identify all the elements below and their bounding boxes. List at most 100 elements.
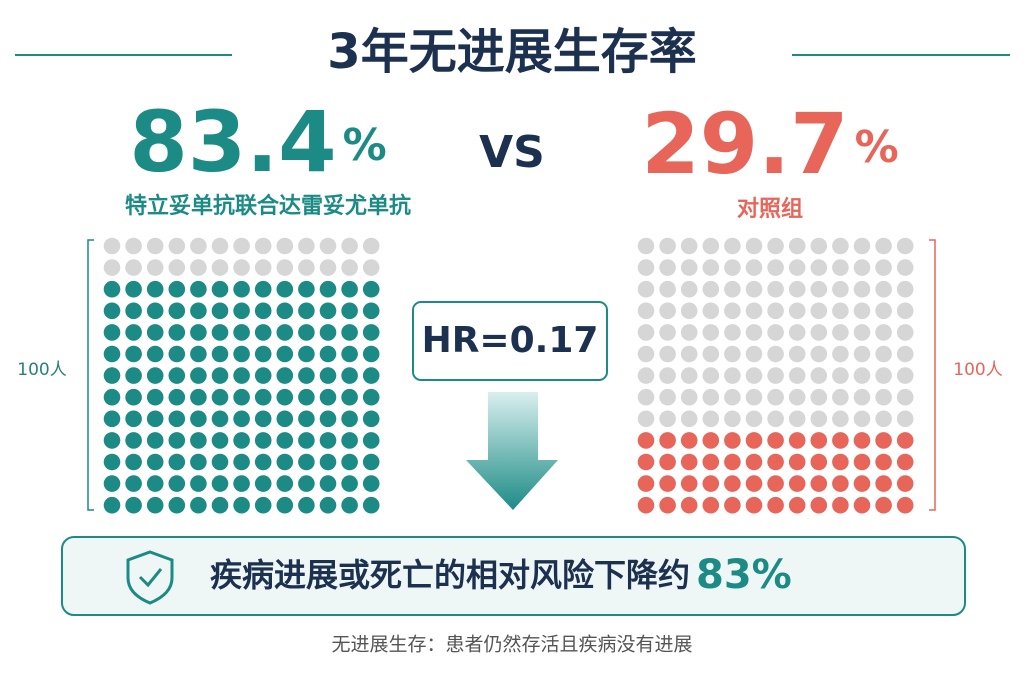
dot — [659, 259, 676, 276]
dot — [832, 410, 849, 428]
dot — [146, 302, 164, 320]
dot — [276, 496, 294, 514]
dot — [211, 388, 229, 406]
dot — [103, 475, 121, 492]
dot — [146, 280, 164, 298]
dot — [146, 345, 164, 363]
dot — [254, 453, 272, 471]
dot — [875, 259, 892, 276]
dot — [745, 496, 763, 514]
dot — [103, 388, 121, 406]
dot — [254, 388, 272, 406]
dot — [659, 345, 676, 363]
dot — [875, 496, 892, 514]
dot — [724, 345, 741, 363]
dot — [276, 259, 294, 276]
dot — [190, 410, 207, 428]
dot — [254, 475, 272, 492]
dot — [767, 410, 784, 428]
dot — [637, 345, 655, 363]
dot — [298, 496, 315, 514]
dot — [810, 302, 828, 320]
dot — [637, 475, 655, 492]
dot — [319, 453, 337, 471]
dot — [832, 302, 849, 320]
dot — [362, 367, 380, 384]
dot — [767, 237, 784, 255]
dot — [125, 475, 142, 492]
dot — [810, 388, 828, 406]
dot — [659, 388, 676, 406]
dot — [298, 432, 315, 449]
dot — [832, 259, 849, 276]
dot — [298, 410, 315, 428]
dot — [788, 453, 806, 471]
dot — [254, 432, 272, 449]
dot — [168, 302, 186, 320]
footnote: 无进展生存：患者仍然存活且疾病没有进展 — [331, 634, 692, 656]
dot — [362, 453, 380, 471]
dot — [788, 388, 806, 406]
dot — [875, 345, 892, 363]
dot — [637, 302, 655, 320]
dot — [745, 432, 763, 449]
dot — [832, 324, 849, 341]
dot — [168, 367, 186, 384]
dot — [853, 432, 871, 449]
dot — [319, 475, 337, 492]
dot — [319, 302, 337, 320]
dot — [341, 432, 358, 449]
dot — [702, 237, 720, 255]
dot — [637, 324, 655, 341]
dot — [832, 432, 849, 449]
dot — [724, 237, 741, 255]
dot — [103, 496, 121, 514]
dot — [190, 345, 207, 363]
dot — [168, 410, 186, 428]
dot — [276, 475, 294, 492]
dot — [680, 475, 698, 492]
dot — [767, 475, 784, 492]
dot — [211, 367, 229, 384]
dot — [788, 432, 806, 449]
dot — [341, 259, 358, 276]
dot — [788, 302, 806, 320]
dot — [745, 367, 763, 384]
dot — [125, 388, 142, 406]
dot — [875, 432, 892, 449]
dot — [875, 324, 892, 341]
dot — [254, 345, 272, 363]
dot — [853, 302, 871, 320]
dot — [724, 410, 741, 428]
dot — [896, 237, 914, 255]
dot — [211, 432, 229, 449]
dot — [745, 259, 763, 276]
dot — [254, 259, 272, 276]
dot — [211, 345, 229, 363]
dot — [745, 237, 763, 255]
treatment-name: 特立妥单抗联合达雷妥尤单抗 — [125, 193, 411, 219]
dot — [680, 432, 698, 449]
dot — [680, 324, 698, 341]
dot — [168, 388, 186, 406]
dot — [896, 453, 914, 471]
dot — [168, 259, 186, 276]
dot — [875, 302, 892, 320]
dot — [168, 237, 186, 255]
dot — [319, 410, 337, 428]
dot — [702, 432, 720, 449]
dot — [168, 324, 186, 341]
dot — [362, 237, 380, 255]
dot — [319, 259, 337, 276]
dot — [853, 453, 871, 471]
dot — [853, 388, 871, 406]
dot — [637, 237, 655, 255]
dot — [637, 432, 655, 449]
rate-unit: % — [855, 122, 899, 173]
dot — [254, 367, 272, 384]
dot — [875, 280, 892, 298]
down-arrow — [466, 392, 558, 510]
dot — [362, 324, 380, 341]
dot — [853, 237, 871, 255]
dot — [276, 237, 294, 255]
